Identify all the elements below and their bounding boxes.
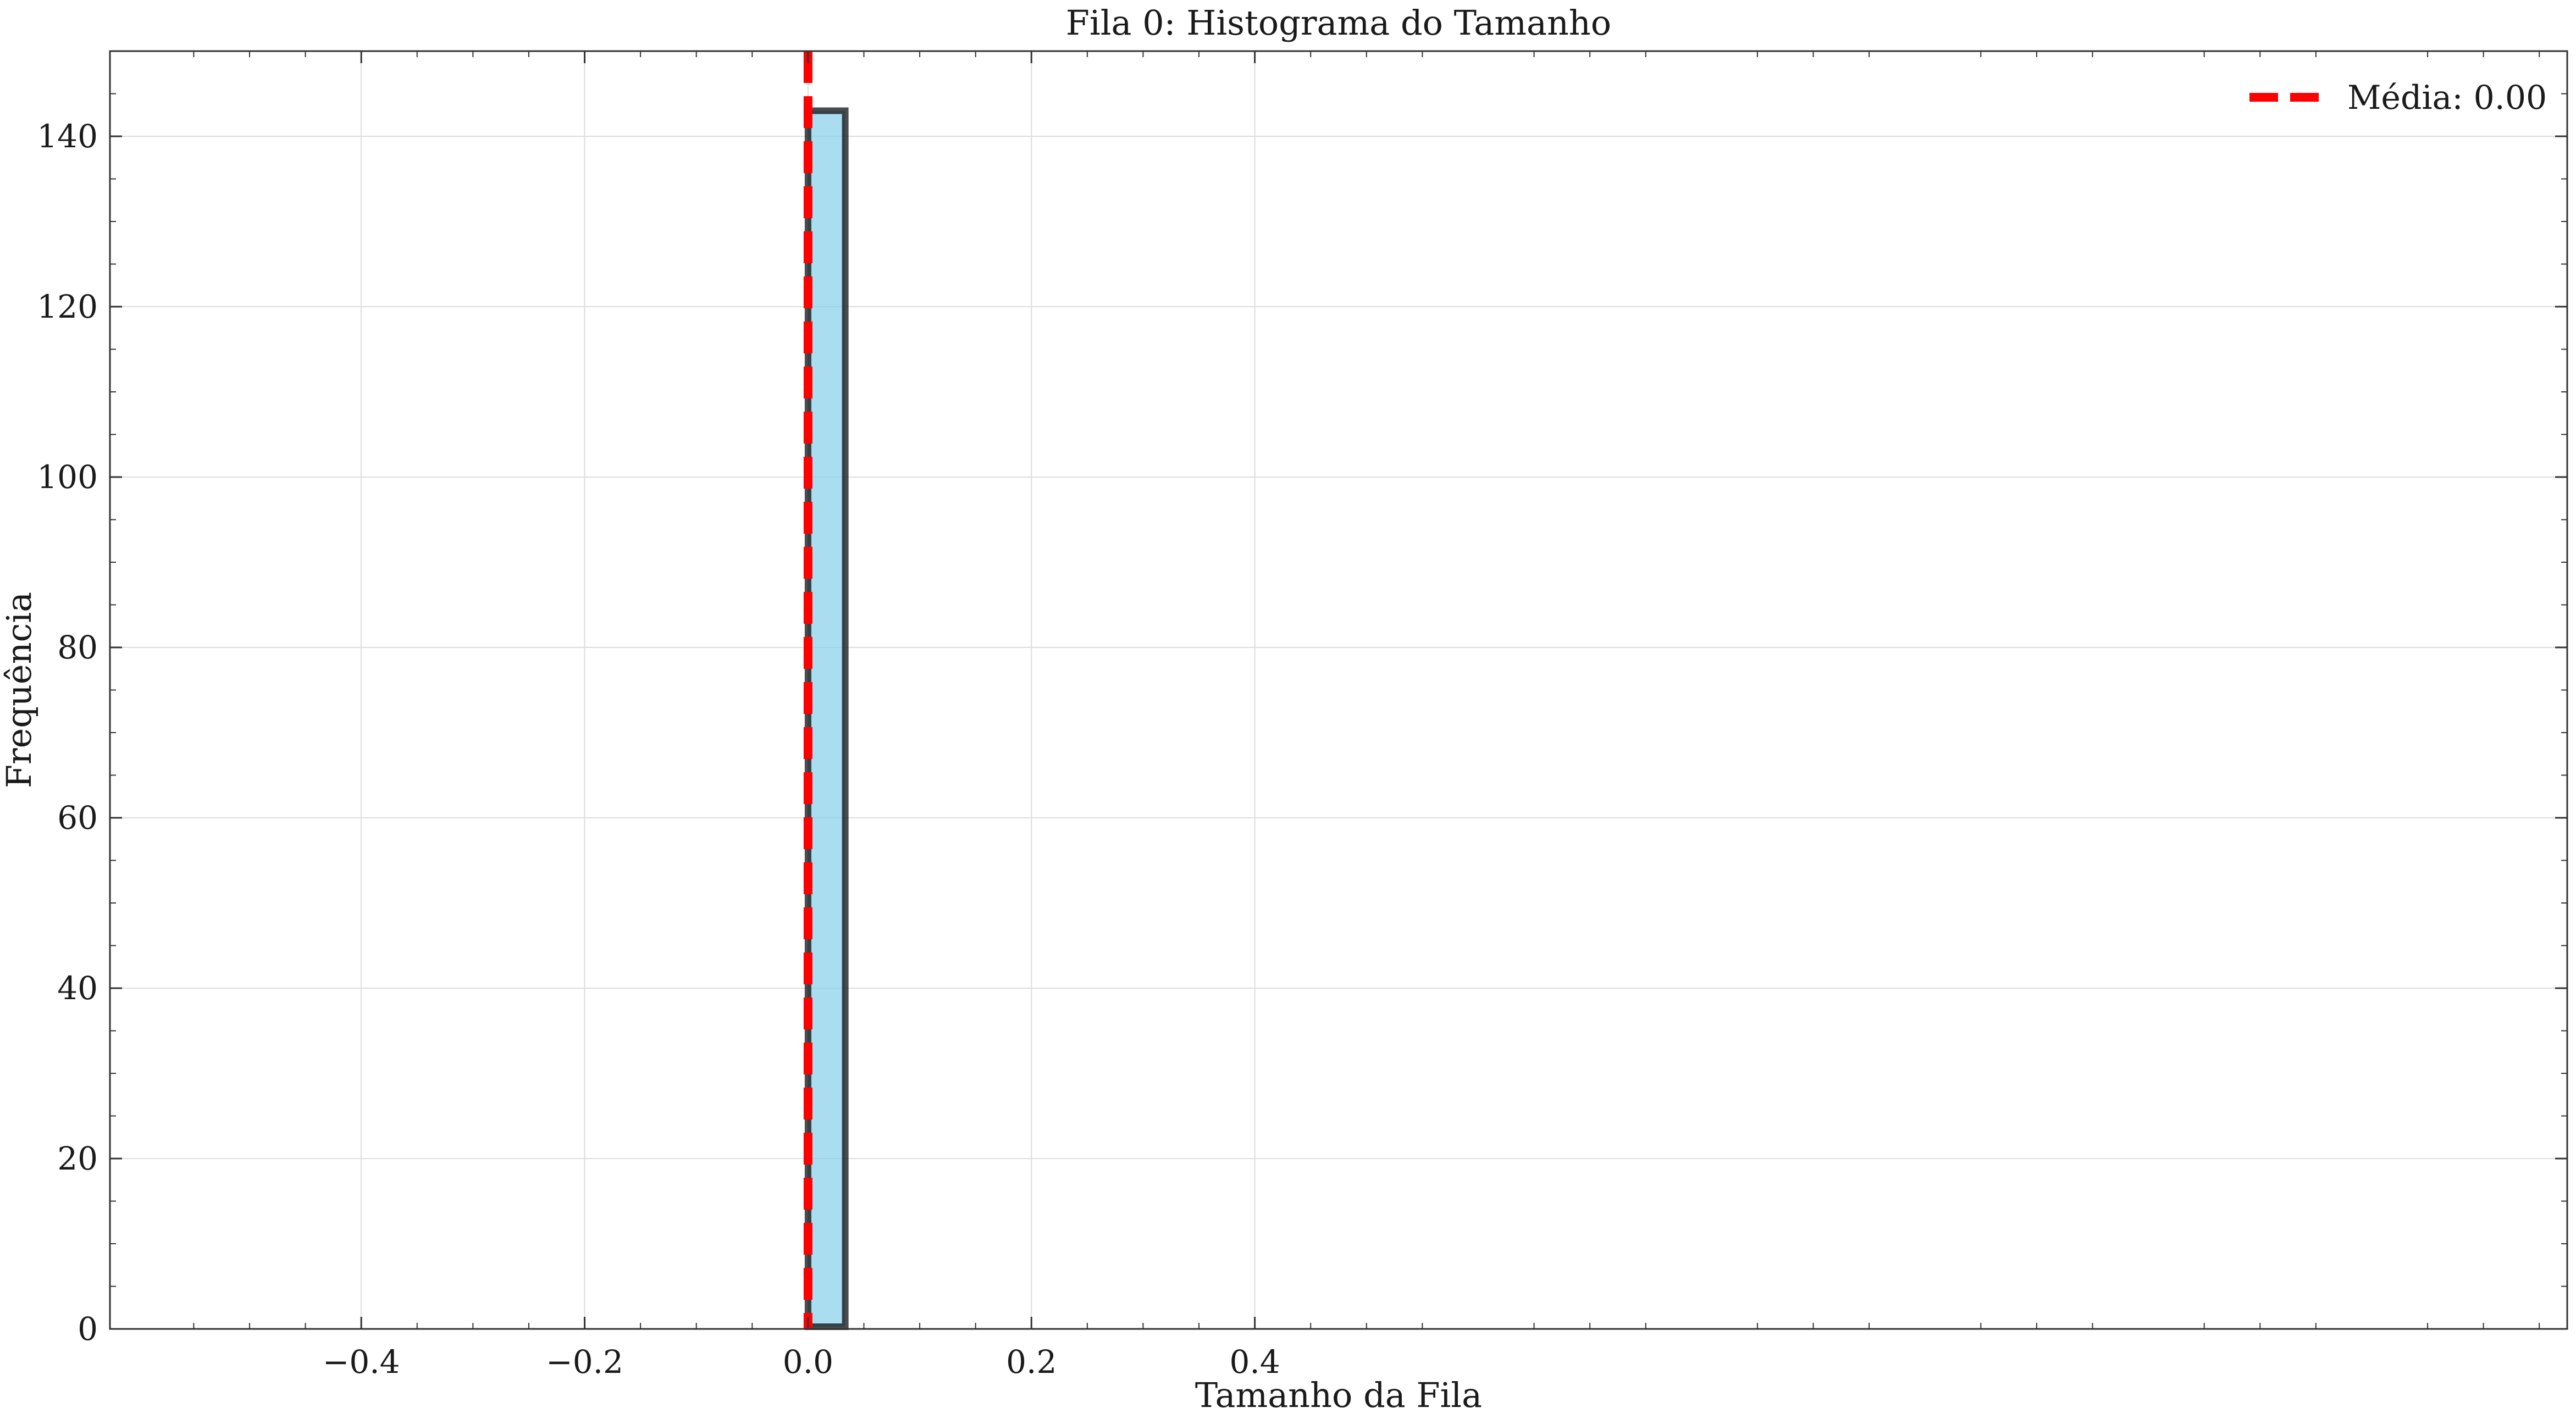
y-tick-label: 40: [57, 969, 98, 1007]
y-axis-label: Frequência: [0, 592, 39, 788]
x-tick-label: −0.2: [546, 1343, 623, 1381]
y-tick-label: 80: [57, 629, 98, 666]
ticks-layer: −0.4 −0.2 0.0 0.2 0.4 0 20 40 60 80 100 120 140: [37, 51, 2567, 1381]
x-tick-label: 0.0: [783, 1343, 833, 1381]
x-tick-label: 0.2: [1006, 1343, 1057, 1381]
y-tick-label: 0: [78, 1310, 98, 1348]
histogram-bar: [804, 107, 849, 1330]
chart-title: Fila 0: Histograma do Tamanho: [1066, 3, 1611, 43]
y-tick-label: 100: [37, 458, 98, 496]
plot-frame: [109, 50, 2568, 1330]
legend-mean-label: Média: 0.00: [2347, 79, 2547, 117]
y-tick-label: 120: [37, 288, 98, 325]
legend: Média: 0.00: [2249, 79, 2547, 117]
grid-layer: [110, 51, 2567, 1329]
bars-layer: [804, 107, 849, 1330]
x-tick-label: 0.4: [1229, 1343, 1280, 1381]
y-tick-label: 140: [37, 118, 98, 155]
x-tick-label: −0.4: [323, 1343, 400, 1381]
y-tick-label: 20: [57, 1140, 98, 1177]
x-axis-label: Tamanho da Fila: [1195, 1375, 1482, 1415]
y-tick-label: 60: [57, 799, 98, 836]
